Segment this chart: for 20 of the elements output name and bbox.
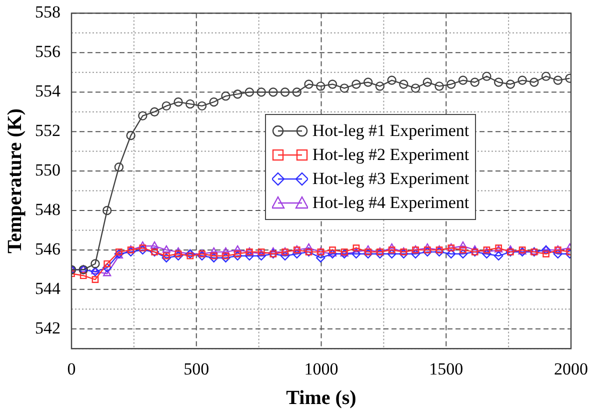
legend-label: Hot-leg #3 Experiment bbox=[312, 168, 470, 190]
y-tick-label: 546 bbox=[35, 239, 60, 258]
legend-label: Hot-leg #2 Experiment bbox=[312, 144, 470, 166]
y-tick-label: 556 bbox=[35, 42, 60, 62]
x-tick-label: 1500 bbox=[429, 359, 464, 378]
y-tick-label: 548 bbox=[35, 200, 60, 219]
y-tick-label: 542 bbox=[35, 318, 60, 338]
y-tick-label: 550 bbox=[35, 160, 60, 180]
legend-label: Hot-leg #1 Experiment bbox=[312, 120, 470, 142]
y-tick-label: 552 bbox=[35, 121, 60, 140]
x-tick-label: 0 bbox=[67, 359, 76, 378]
y-axis-title: Temperature (K) bbox=[4, 108, 26, 254]
x-axis-title: Time (s) bbox=[286, 387, 356, 410]
x-tick-label: 1000 bbox=[304, 359, 338, 378]
y-tick-label: 544 bbox=[35, 278, 61, 298]
x-tick-label: 500 bbox=[184, 359, 210, 378]
y-tick-label: 558 bbox=[35, 2, 60, 22]
y-tick-label: 554 bbox=[35, 82, 61, 101]
x-tick-label: 2000 bbox=[554, 359, 588, 378]
legend-label: Hot-leg #4 Experiment bbox=[312, 192, 470, 214]
